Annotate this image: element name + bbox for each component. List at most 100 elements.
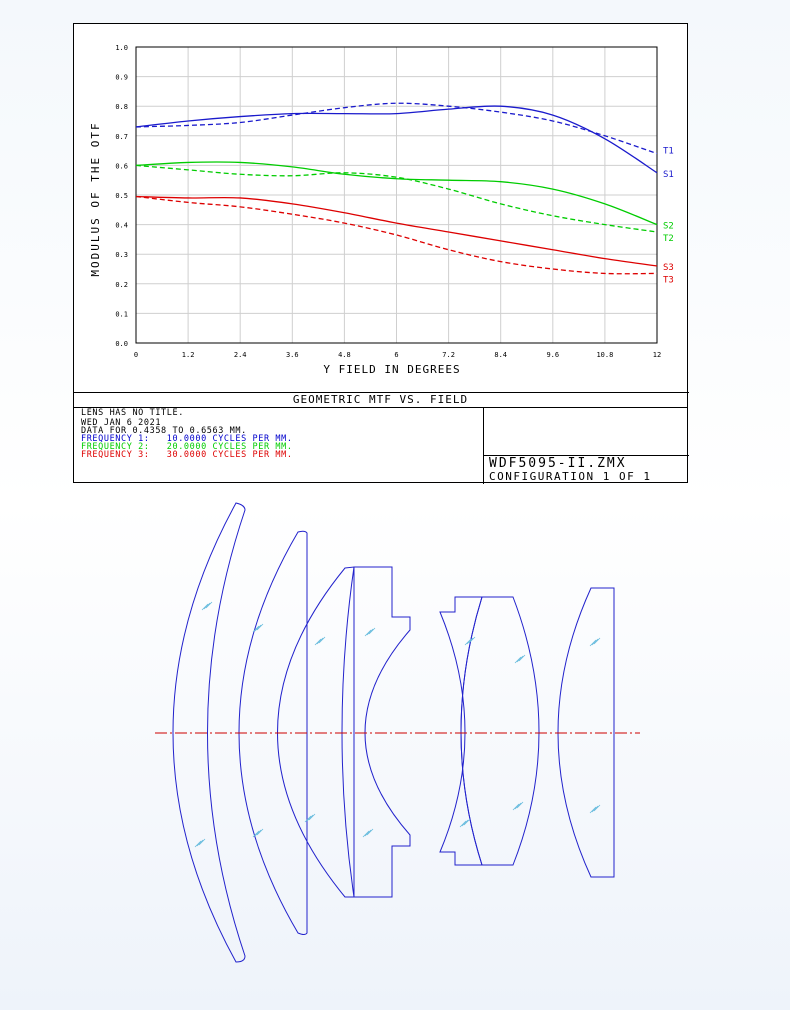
hatch-mark (366, 828, 374, 836)
y-tick-label: 0.8 (115, 103, 128, 111)
configuration-label: CONFIGURATION 1 OF 1 (489, 470, 652, 483)
series-label-t2: T2 (663, 234, 674, 244)
x-tick-label: 3.6 (286, 351, 299, 359)
x-tick-label: 0 (134, 351, 138, 359)
hatch-mark (463, 818, 471, 826)
hatch-mark (459, 820, 467, 828)
hatch-mark (316, 637, 324, 645)
hatch-mark (514, 656, 522, 664)
hatch-mark (254, 829, 262, 837)
y-tick-label: 0.1 (115, 310, 128, 318)
series-line-t2 (135, 164, 658, 233)
series-line-s3 (135, 195, 658, 267)
hatch-mark (201, 603, 209, 611)
lens-element-2 (238, 530, 308, 935)
y-tick-label: 0.0 (115, 340, 128, 348)
lens-element-7 (557, 587, 615, 878)
lens-element-6 (460, 596, 540, 866)
hatch-mark (304, 815, 312, 823)
y-tick-label: 0.2 (115, 281, 128, 289)
lens-element-4 (341, 566, 411, 898)
hatch-mark (591, 805, 599, 813)
hatch-mark (468, 636, 476, 644)
series-label-t1: T1 (663, 147, 674, 157)
y-tick-label: 0.4 (115, 222, 128, 230)
series-line-t1 (135, 102, 658, 155)
mtf-plot-frame: 0 1.2 2.4 3.6 4.8 6 7.2 8.4 9.6 10.8 12 0.0 0.1 0.2 0.… (73, 23, 689, 484)
chart-series (135, 102, 658, 275)
y-tick-label: 1.0 (115, 44, 128, 52)
series-line-t3 (135, 195, 658, 275)
lens-element-1 (172, 502, 246, 963)
plot-title: GEOMETRIC MTF VS. FIELD (74, 393, 687, 408)
info-line: FREQUENCY 1: 10.0000 CYCLES PER MM. (81, 434, 293, 444)
chart-grid (135, 46, 658, 344)
series-line-s1 (135, 105, 658, 174)
hatch-mark (318, 636, 326, 644)
hatch-mark (589, 806, 597, 814)
hatch-mark (256, 623, 264, 631)
y-tick-label: 0.6 (115, 162, 128, 170)
file-name: WDF5095-II.ZMX (489, 456, 627, 471)
x-tick-label: 12 (653, 351, 661, 359)
y-axis-label: MODULUS OF THE OTF (89, 121, 102, 276)
hatch-mark (362, 830, 370, 838)
hatch-mark (516, 655, 524, 663)
info-line: FREQUENCY 3: 30.0000 CYCLES PER MM. (81, 450, 293, 460)
lens-element-3 (277, 566, 355, 898)
hatch-mark (516, 801, 524, 809)
hatch-mark (364, 629, 372, 637)
hatch-mark (593, 804, 601, 812)
series-label-t3: T3 (663, 275, 674, 285)
hatch-mark (461, 819, 469, 827)
x-tick-label: 8.4 (494, 351, 507, 359)
hatch-mark (364, 829, 372, 837)
series-label-s2: S2 (663, 222, 674, 232)
hatch-mark (514, 802, 522, 810)
mtf-chart: 0 1.2 2.4 3.6 4.8 6 7.2 8.4 9.6 10.8 12 0.0 0.1 0.2 0.… (89, 44, 674, 376)
x-tick-label: 7.2 (442, 351, 455, 359)
hatch-mark (591, 638, 599, 646)
hatch-mark (252, 830, 260, 838)
info-panel: GEOMETRIC MTF VS. FIELD LENS HAS NO TITL… (74, 392, 689, 484)
y-tick-label: 0.5 (115, 192, 128, 200)
series-line-s2 (135, 161, 658, 226)
plot-border (135, 46, 658, 344)
info-line: DATA FOR 0.4358 TO 0.6563 µm. (81, 426, 247, 436)
y-tick-label: 0.7 (115, 133, 128, 141)
hatch-mark (464, 638, 472, 646)
file-info-box: WDF5095-II.ZMX CONFIGURATION 1 OF 1 (483, 407, 689, 484)
hatch-mark (256, 828, 264, 836)
y-tick-label: 0.9 (115, 74, 128, 82)
hatch-mark (308, 813, 316, 821)
hatch-mark (593, 637, 601, 645)
file-box: WDF5095-II.ZMX CONFIGURATION 1 OF 1 (484, 455, 689, 484)
x-axis-label: Y FIELD IN DEGREES (323, 363, 460, 376)
glass-hatch-marks (194, 601, 601, 848)
info-line: FREQUENCY 2: 20.0000 CYCLES PER MM. (81, 442, 293, 452)
hatch-mark (205, 601, 213, 609)
info-line: WED JAN 6 2021 (81, 418, 162, 428)
x-tick-label: 9.6 (546, 351, 559, 359)
x-tick-label: 4.8 (338, 351, 351, 359)
x-tick-label: 2.4 (234, 351, 247, 359)
hatch-mark (198, 838, 206, 846)
hatch-mark (314, 638, 322, 646)
series-label-s1: S1 (663, 170, 674, 180)
hatch-mark (366, 628, 374, 636)
hatch-mark (368, 627, 376, 635)
y-tick-label: 0.3 (115, 251, 128, 259)
hatch-mark (589, 639, 597, 647)
x-tick-label: 1.2 (182, 351, 195, 359)
x-tick-label: 6 (394, 351, 398, 359)
hatch-mark (306, 814, 314, 822)
series-label-s3: S3 (663, 263, 674, 273)
hatch-mark (466, 637, 474, 645)
hatch-mark (254, 624, 262, 632)
info-text: LENS HAS NO TITLE. WED JAN 6 2021 DATA FOR… (81, 409, 481, 460)
hatch-mark (518, 654, 526, 662)
hatch-mark (196, 839, 204, 847)
chart-ticks: 0 1.2 2.4 3.6 4.8 6 7.2 8.4 9.6 10.8 12 0.0 0.1 0.2 0.… (115, 44, 661, 359)
x-tick-label: 10.8 (596, 351, 613, 359)
series-labels: S1 T1 S2 T2 S3 T3 (663, 147, 674, 286)
